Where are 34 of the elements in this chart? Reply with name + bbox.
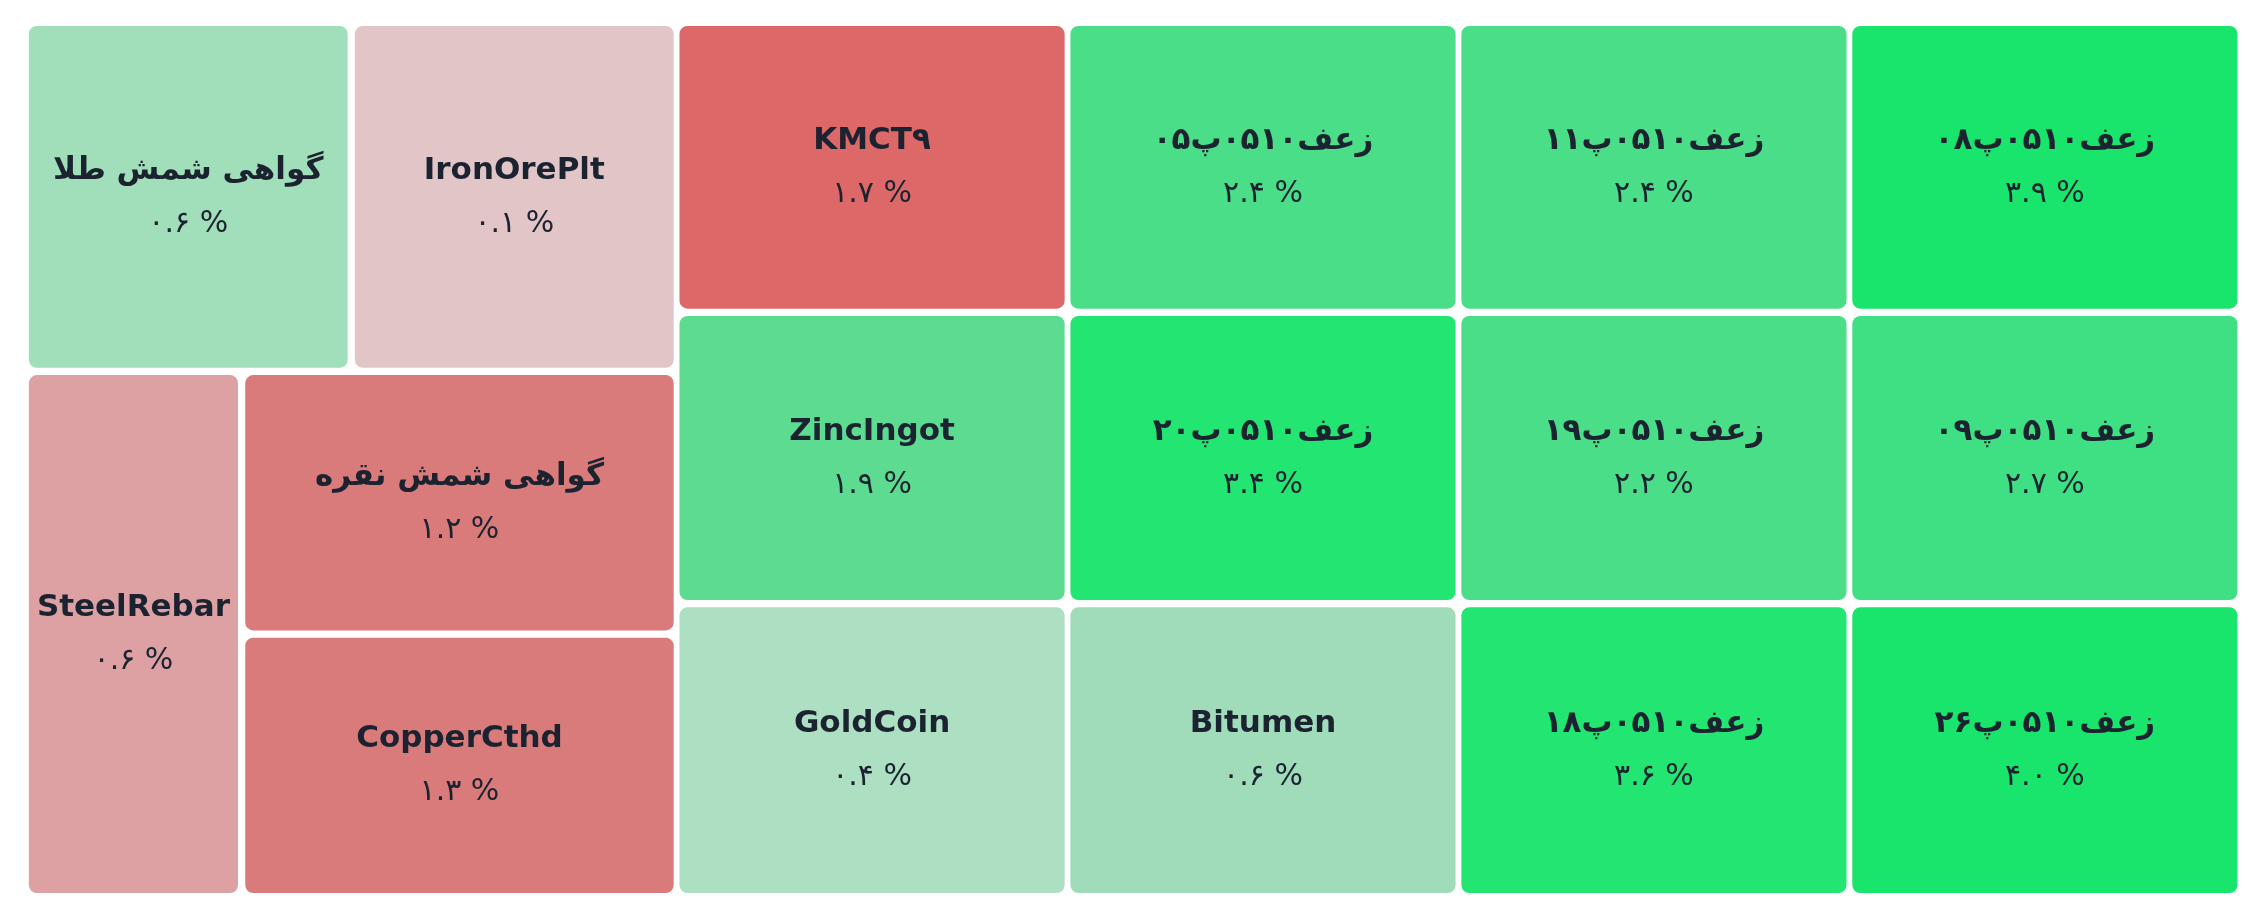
category-label: زعف۰۵۱۰پ۲۶ bbox=[1934, 703, 2156, 741]
data-label: ۰.۱ % bbox=[474, 203, 555, 239]
data-label: ۳.۹ % bbox=[2004, 174, 2085, 210]
data-label: ۰.۶ % bbox=[1223, 756, 1303, 792]
data-label: ۱.۷ % bbox=[832, 174, 912, 210]
category-label: CopperCthd bbox=[356, 718, 563, 755]
category-label: ZincIngot bbox=[789, 411, 955, 448]
category-label: KMCT۹ bbox=[813, 120, 931, 157]
data-label: ۰.۶ % bbox=[148, 203, 229, 239]
category-label: زعف۰۵۱۰پ۰۹ bbox=[1934, 411, 2156, 449]
category-label: GoldCoin bbox=[793, 703, 951, 740]
data-label: ۰.۴ % bbox=[832, 756, 912, 792]
category-label: SteelRebar bbox=[36, 587, 231, 624]
category-label: زعف۰۵۱۰پ۰۵ bbox=[1152, 120, 1374, 158]
category-label: زعف۰۵۱۰پ۱۹ bbox=[1543, 411, 1765, 449]
data-label: ۲.۴ % bbox=[1614, 174, 1694, 210]
category-label: زعف۰۵۱۰پ۱۱ bbox=[1543, 120, 1765, 158]
data-label: ۲.۲ % bbox=[1614, 464, 1694, 500]
category-label: گواهی شمش طلا bbox=[53, 149, 325, 187]
data-label: ۳.۴ % bbox=[1223, 464, 1303, 500]
data-label: ۰.۶ % bbox=[93, 640, 174, 676]
data-label: ۲.۷ % bbox=[2004, 464, 2085, 500]
data-label: ۲.۴ % bbox=[1223, 174, 1303, 210]
category-label: Bitumen bbox=[1189, 703, 1337, 740]
data-label: ۱.۲ % bbox=[419, 509, 500, 545]
category-label: گواهی شمش نقره bbox=[314, 455, 606, 493]
data-label: ۱.۳ % bbox=[419, 772, 500, 808]
category-label: زعف۰۵۱۰پ۱۸ bbox=[1543, 703, 1765, 741]
data-label: ۱.۹ % bbox=[832, 464, 912, 500]
data-label: ۴.۰ % bbox=[2004, 756, 2085, 792]
category-label: زعف۰۵۱۰پ۰۸ bbox=[1934, 120, 2156, 158]
category-label: زعف۰۵۱۰پ۲۰ bbox=[1152, 411, 1374, 449]
category-label: IronOrePlt bbox=[423, 149, 605, 186]
data-label: ۳.۶ % bbox=[1614, 756, 1694, 792]
